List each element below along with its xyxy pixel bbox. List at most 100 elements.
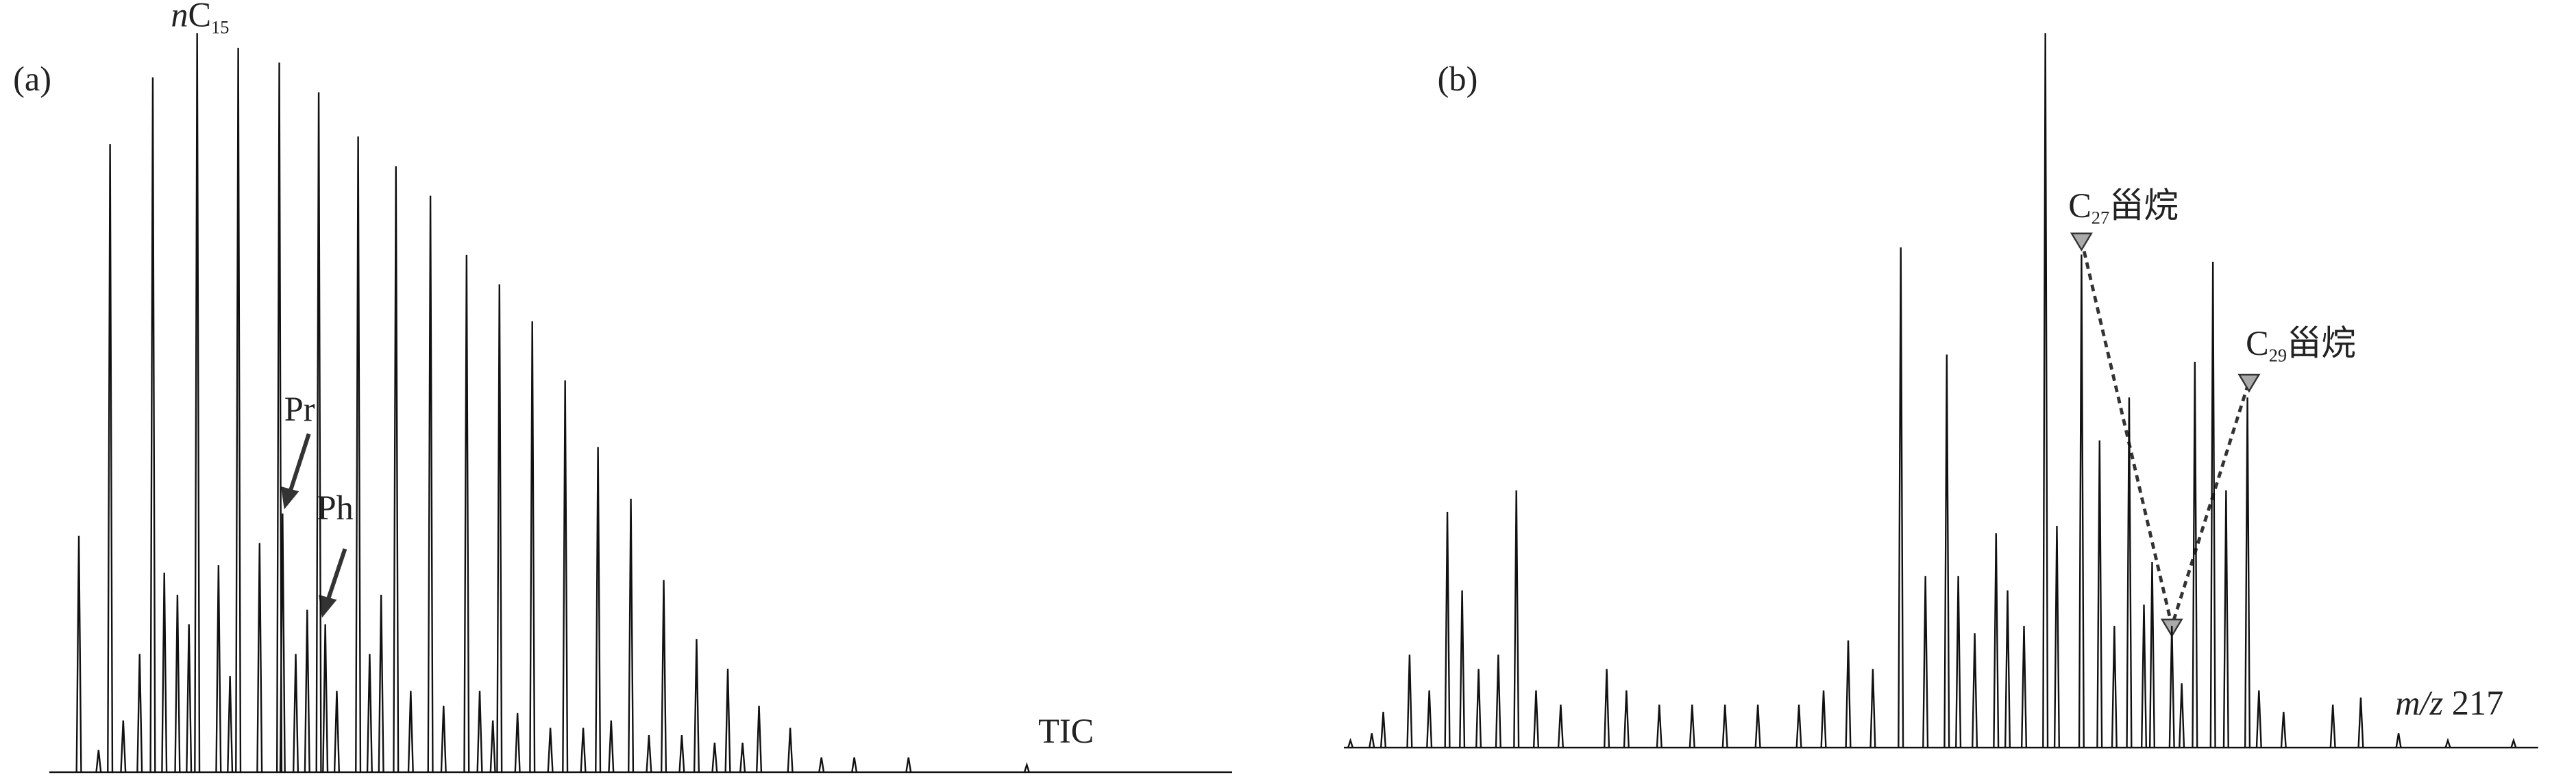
peak <box>1557 704 1565 748</box>
peak <box>2078 254 2085 748</box>
peak <box>407 691 414 773</box>
label-part: 甾烷 <box>2287 324 2356 362</box>
peak <box>440 705 447 773</box>
trace-label: m/z 217 <box>2395 684 2503 722</box>
label-part: 217 <box>2443 684 2503 722</box>
peak <box>355 136 362 773</box>
peak <box>149 77 156 773</box>
peak <box>1444 511 1451 748</box>
peak <box>1426 690 1433 748</box>
label-part: 27 <box>2092 208 2109 227</box>
peak-label: nC15 <box>171 0 229 37</box>
marker <box>2070 232 2093 252</box>
peak <box>1869 669 1876 748</box>
dashed-connector <box>2080 239 2251 632</box>
peak <box>2096 440 2103 748</box>
peak <box>2395 733 2402 748</box>
panel-label: (a) <box>13 60 51 98</box>
peak <box>136 654 143 773</box>
peak <box>2222 490 2229 748</box>
peak <box>724 669 731 773</box>
peak <box>562 380 569 773</box>
peak <box>256 543 263 773</box>
peak <box>787 728 794 773</box>
peak <box>608 720 615 773</box>
peak <box>1898 247 1904 748</box>
label-part: C <box>188 0 211 34</box>
marker <box>2237 373 2261 393</box>
peak-label: Ph <box>317 489 354 527</box>
peak <box>2280 711 2287 748</box>
panel-b-annotations: (b) C27甾烷 C29甾烷 m/z 217 <box>1438 60 2504 722</box>
peak <box>2510 737 2517 748</box>
peak <box>2192 361 2198 748</box>
peak <box>2209 261 2216 748</box>
peak-label: C27甾烷 <box>2068 186 2179 228</box>
peak <box>2111 626 2118 748</box>
peak <box>1955 576 1962 748</box>
label-part: 15 <box>211 17 229 37</box>
peak <box>2255 690 2262 748</box>
peak <box>2004 590 2011 748</box>
peak <box>2126 397 2133 748</box>
peak <box>1943 354 1950 748</box>
peak <box>678 735 685 773</box>
peak <box>660 580 667 773</box>
label-part: 29 <box>2269 346 2287 366</box>
peak <box>194 33 201 773</box>
peak <box>95 750 102 773</box>
arrow <box>326 548 347 599</box>
peak <box>2020 626 2028 748</box>
peak <box>646 735 652 773</box>
peak <box>1459 590 1466 748</box>
peak <box>393 166 400 773</box>
peak <box>851 757 858 773</box>
peak-label: C29甾烷 <box>2246 324 2356 366</box>
peak <box>1604 669 1610 748</box>
panel-label: (b) <box>1438 60 1478 98</box>
arrow-head <box>319 595 337 618</box>
peak <box>1495 654 1501 748</box>
peak <box>315 92 322 773</box>
peak <box>1623 690 1630 748</box>
peak <box>366 654 373 773</box>
peak <box>514 713 521 773</box>
label-part: C <box>2068 186 2092 225</box>
peak <box>2168 626 2175 748</box>
peak <box>595 447 602 773</box>
peak <box>174 595 181 773</box>
peak <box>2244 397 2251 748</box>
label-part: C <box>2246 324 2269 362</box>
peak <box>304 609 310 773</box>
peak <box>2444 737 2451 748</box>
peak <box>1379 711 1387 748</box>
peak-label: Pr <box>284 390 315 428</box>
peak <box>818 757 825 773</box>
peak <box>2357 697 2364 748</box>
peak <box>378 595 384 773</box>
peak <box>275 62 283 773</box>
peak <box>186 624 193 773</box>
peak <box>1513 490 1520 748</box>
peak <box>693 639 700 773</box>
peak <box>1532 690 1540 748</box>
peak <box>2179 683 2185 748</box>
peak <box>2148 561 2156 748</box>
arrow-head <box>280 486 299 510</box>
peak <box>2053 525 2061 748</box>
peak <box>547 728 554 773</box>
peak <box>1023 762 1030 773</box>
peak <box>235 47 242 773</box>
peak <box>580 728 587 773</box>
peak <box>489 720 496 773</box>
peak <box>120 720 127 773</box>
peak <box>1820 690 1827 748</box>
peak <box>496 284 503 773</box>
peak <box>161 572 168 773</box>
peak <box>2042 33 2049 748</box>
peak <box>463 254 470 773</box>
peak <box>756 705 763 773</box>
label-part: 甾烷 <box>2109 186 2179 225</box>
peak <box>75 535 82 773</box>
